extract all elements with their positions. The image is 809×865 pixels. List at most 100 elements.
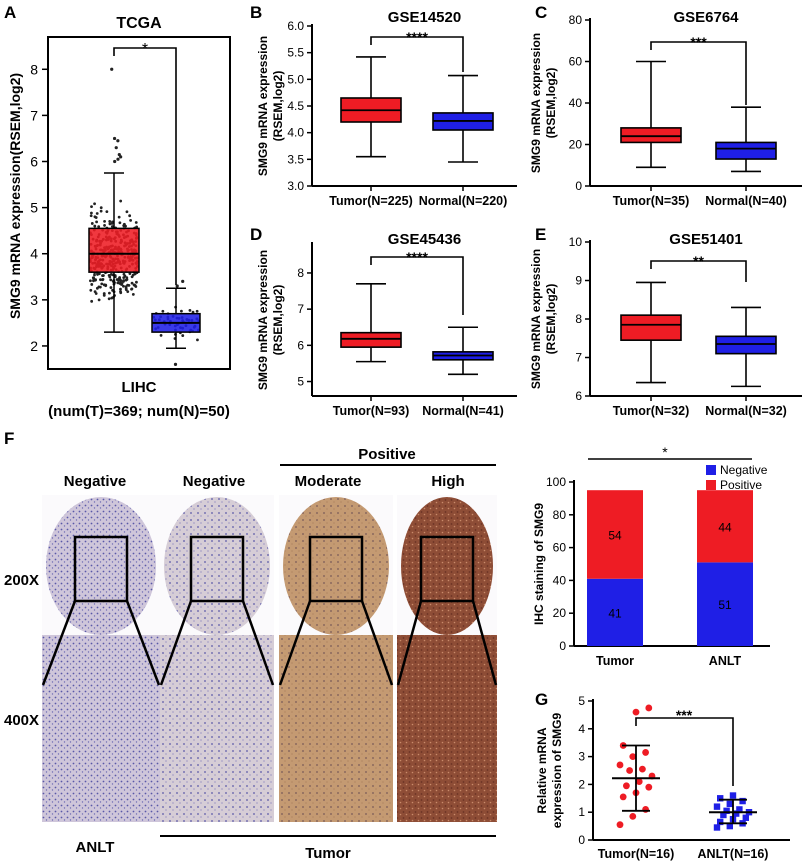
a-point bbox=[94, 292, 98, 295]
g-ytick-label: 5 bbox=[578, 694, 585, 708]
g-sig-label: *** bbox=[676, 707, 693, 723]
a-point bbox=[97, 285, 101, 289]
sig-bracket bbox=[650, 41, 747, 105]
g-point-tumor bbox=[616, 821, 624, 829]
a-point bbox=[90, 222, 94, 225]
a-ytick-label-6: 6 bbox=[30, 154, 38, 170]
sig-bracket bbox=[370, 36, 464, 72]
g-point-anlt bbox=[717, 818, 724, 826]
ihc-ytick-label: 0 bbox=[559, 639, 566, 653]
panel-a-xsub: (num(T)=369; num(N)=50) bbox=[48, 403, 230, 420]
g-point-anlt bbox=[739, 797, 746, 805]
ytick-label: 8 bbox=[297, 266, 304, 280]
ytick-label: 40 bbox=[569, 96, 583, 110]
a-point bbox=[195, 309, 199, 313]
sig-bracket bbox=[650, 260, 747, 282]
g-ytick-label: 3 bbox=[578, 750, 585, 764]
a-point bbox=[159, 333, 163, 337]
a-point bbox=[89, 288, 93, 292]
sig-bracket bbox=[370, 256, 464, 315]
box-0 bbox=[620, 127, 682, 144]
sig-label: **** bbox=[406, 249, 428, 265]
tissue-core-200x-negative bbox=[46, 497, 156, 635]
x-category-label: Tumor(N=225) bbox=[329, 194, 412, 208]
a-point bbox=[122, 272, 126, 276]
a-point bbox=[101, 277, 105, 281]
a-point bbox=[100, 282, 104, 286]
a-point bbox=[109, 286, 113, 289]
tissue-400x-moderate bbox=[279, 635, 393, 822]
a-point bbox=[93, 202, 96, 206]
a-point bbox=[102, 274, 105, 277]
zoom-box bbox=[419, 535, 475, 603]
g-ytick-label: 2 bbox=[578, 777, 585, 791]
a-point bbox=[107, 297, 111, 301]
a-point bbox=[124, 288, 128, 292]
panel-letter-d: D bbox=[250, 225, 262, 244]
g-point-tumor bbox=[623, 782, 630, 790]
mag-400x-label: 400X bbox=[4, 712, 39, 729]
zoom-line-right bbox=[360, 600, 394, 686]
sig-label: **** bbox=[406, 29, 428, 45]
g-point-tumor bbox=[626, 767, 633, 774]
ytick-label: 5.5 bbox=[287, 46, 304, 60]
ihc-bar-positive-anlt bbox=[697, 490, 753, 563]
column-label-1: Negative bbox=[64, 473, 127, 490]
legend-positive-swatch bbox=[706, 480, 716, 490]
a-sig-bracket bbox=[113, 47, 177, 285]
g-point-tumor bbox=[635, 778, 643, 786]
a-point bbox=[97, 225, 101, 229]
tissue-core-200x-high bbox=[401, 497, 493, 635]
x-category-label: Normal(N=41) bbox=[422, 404, 504, 418]
g-point-anlt bbox=[726, 800, 733, 808]
a-point bbox=[89, 279, 92, 283]
a-point bbox=[125, 276, 129, 280]
ihc-ytick-label: 40 bbox=[553, 573, 567, 587]
g-category-label: ANLT(N=16) bbox=[698, 847, 769, 861]
a-outlier bbox=[175, 284, 179, 288]
a-ytick-label-2: 2 bbox=[30, 338, 38, 354]
a-point bbox=[90, 299, 94, 303]
ytick-label: 5.0 bbox=[287, 72, 304, 86]
panel-c-ylabel: SMG9 mRNA expression bbox=[529, 33, 543, 173]
sig-label: ** bbox=[693, 253, 704, 269]
ytick-label: 0 bbox=[575, 179, 582, 193]
tissue-core-200x-moderate bbox=[283, 497, 389, 635]
g-point-tumor bbox=[619, 793, 627, 801]
g-point-tumor bbox=[616, 761, 624, 769]
ytick-label: 6 bbox=[575, 389, 582, 403]
tissue-400x-negative bbox=[160, 635, 274, 822]
a-point bbox=[108, 220, 112, 223]
zoom-line-left bbox=[159, 600, 193, 686]
tissue-400x-high bbox=[397, 635, 497, 822]
a-point bbox=[118, 276, 122, 279]
g-point-tumor bbox=[632, 708, 640, 716]
a-point bbox=[89, 214, 93, 218]
zoom-box bbox=[308, 535, 364, 603]
g-ytick-label: 1 bbox=[578, 805, 585, 819]
a-outlier bbox=[114, 146, 118, 150]
zoom-line-right bbox=[125, 600, 161, 686]
g-point-anlt bbox=[736, 806, 743, 813]
g-point-anlt bbox=[713, 803, 721, 810]
a-point bbox=[117, 215, 121, 219]
ihc-pos-value: 44 bbox=[718, 520, 732, 534]
anlt-label: ANLT bbox=[76, 839, 115, 856]
a-point bbox=[122, 279, 126, 282]
panel-a-xlabel: LIHC bbox=[122, 379, 157, 396]
a-point bbox=[124, 224, 127, 228]
a-point bbox=[99, 278, 102, 282]
zoom-line-left bbox=[41, 600, 77, 686]
g-sig-bracket bbox=[635, 717, 734, 786]
ytick-label: 10 bbox=[569, 235, 583, 249]
tumor-label: Tumor bbox=[305, 845, 351, 862]
a-point bbox=[90, 205, 93, 209]
ihc-bar-positive-tumor bbox=[587, 490, 643, 579]
box-1 bbox=[715, 335, 777, 355]
panel-d-ylabel-units: (RSEM,log2) bbox=[271, 285, 285, 356]
ytick-label: 80 bbox=[569, 13, 583, 27]
a-outlier bbox=[117, 152, 121, 157]
a-point bbox=[128, 272, 132, 276]
g-point-tumor bbox=[642, 806, 649, 813]
ytick-label: 5 bbox=[297, 375, 304, 389]
